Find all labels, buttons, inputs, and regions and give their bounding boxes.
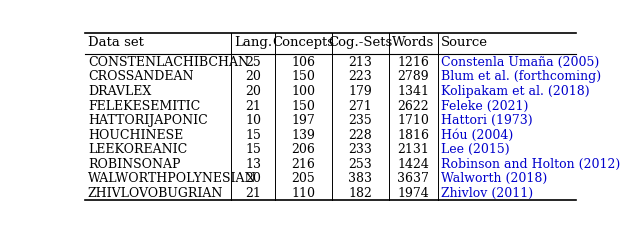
Text: 271: 271 <box>349 100 372 112</box>
Text: 2789: 2789 <box>397 70 429 83</box>
Text: 106: 106 <box>291 56 316 69</box>
Text: 150: 150 <box>291 100 316 112</box>
Text: Kolipakam et al. (2018): Kolipakam et al. (2018) <box>440 85 589 98</box>
Text: 1216: 1216 <box>397 56 429 69</box>
Text: 100: 100 <box>291 85 316 98</box>
Text: 1424: 1424 <box>397 158 429 171</box>
Text: Blum et al. (forthcoming): Blum et al. (forthcoming) <box>440 70 601 83</box>
Text: Hattori (1973): Hattori (1973) <box>440 114 532 127</box>
Text: CONSTENLACHIBCHAN: CONSTENLACHIBCHAN <box>88 56 249 69</box>
Text: ROBINSONAP: ROBINSONAP <box>88 158 180 171</box>
Text: 25: 25 <box>245 56 261 69</box>
Text: FELEKESEMITIC: FELEKESEMITIC <box>88 100 200 112</box>
Text: 10: 10 <box>245 114 261 127</box>
Text: 2131: 2131 <box>397 143 429 156</box>
Text: Data set: Data set <box>88 36 144 49</box>
Text: Feleke (2021): Feleke (2021) <box>440 100 528 112</box>
Text: 110: 110 <box>291 187 316 200</box>
Text: Hóu (2004): Hóu (2004) <box>440 129 513 142</box>
Text: 205: 205 <box>292 173 316 185</box>
Text: Zhivlov (2011): Zhivlov (2011) <box>440 187 532 200</box>
Text: 20: 20 <box>245 173 261 185</box>
Text: 233: 233 <box>349 143 372 156</box>
Text: Words: Words <box>392 36 435 49</box>
Text: 182: 182 <box>349 187 372 200</box>
Text: 223: 223 <box>349 70 372 83</box>
Text: HATTORIJAPONIC: HATTORIJAPONIC <box>88 114 208 127</box>
Text: 1816: 1816 <box>397 129 429 142</box>
Text: ZHIVLOVOBUGRIAN: ZHIVLOVOBUGRIAN <box>88 187 223 200</box>
Text: 235: 235 <box>349 114 372 127</box>
Text: Lang.: Lang. <box>234 36 272 49</box>
Text: CROSSANDEAN: CROSSANDEAN <box>88 70 193 83</box>
Text: 150: 150 <box>291 70 316 83</box>
Text: 2622: 2622 <box>397 100 429 112</box>
Text: 20: 20 <box>245 70 261 83</box>
Text: 179: 179 <box>349 85 372 98</box>
Text: 213: 213 <box>349 56 372 69</box>
Text: 1341: 1341 <box>397 85 429 98</box>
Text: 3637: 3637 <box>397 173 429 185</box>
Text: HOUCHINESE: HOUCHINESE <box>88 129 183 142</box>
Text: 383: 383 <box>349 173 372 185</box>
Text: 21: 21 <box>245 100 261 112</box>
Text: 1974: 1974 <box>397 187 429 200</box>
Text: 139: 139 <box>291 129 316 142</box>
Text: 21: 21 <box>245 187 261 200</box>
Text: Cog.-Sets: Cog.-Sets <box>328 36 392 49</box>
Text: 206: 206 <box>291 143 316 156</box>
Text: 253: 253 <box>349 158 372 171</box>
Text: 197: 197 <box>292 114 316 127</box>
Text: DRAVLEX: DRAVLEX <box>88 85 151 98</box>
Text: 13: 13 <box>245 158 261 171</box>
Text: WALWORTHPOLYNESIAN: WALWORTHPOLYNESIAN <box>88 173 257 185</box>
Text: 216: 216 <box>291 158 316 171</box>
Text: 20: 20 <box>245 85 261 98</box>
Text: 228: 228 <box>349 129 372 142</box>
Text: Lee (2015): Lee (2015) <box>440 143 509 156</box>
Text: Source: Source <box>440 36 488 49</box>
Text: Robinson and Holton (2012): Robinson and Holton (2012) <box>440 158 620 171</box>
Text: Concepts: Concepts <box>273 36 335 49</box>
Text: Constenla Umaña (2005): Constenla Umaña (2005) <box>440 56 599 69</box>
Text: LEEKOREANIC: LEEKOREANIC <box>88 143 187 156</box>
Text: Walworth (2018): Walworth (2018) <box>440 173 547 185</box>
Text: 15: 15 <box>245 143 261 156</box>
Text: 1710: 1710 <box>397 114 429 127</box>
Text: 15: 15 <box>245 129 261 142</box>
